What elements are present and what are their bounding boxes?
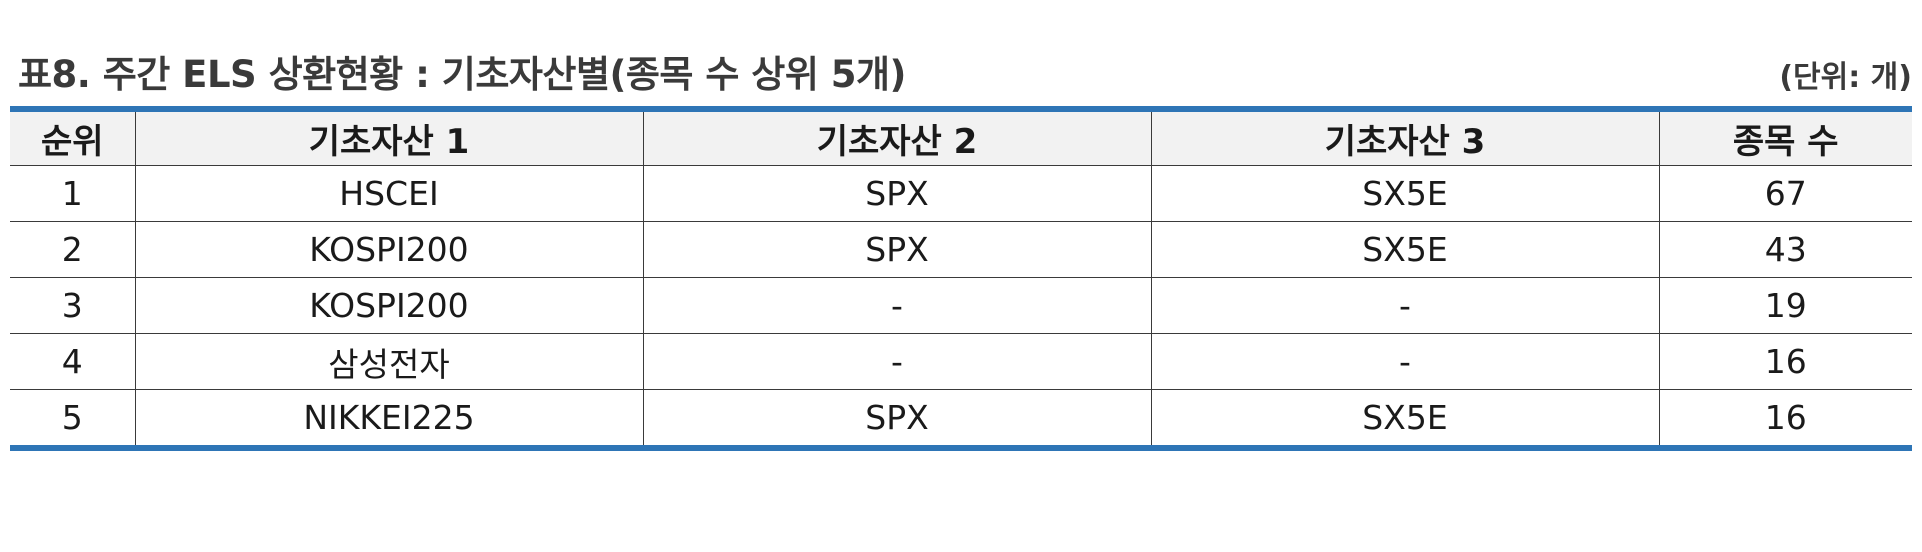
- table-row: 1 HSCEI SPX SX5E 67: [10, 165, 1912, 222]
- cell-underlying-1: 삼성전자: [134, 333, 643, 390]
- cell-underlying-1: HSCEI: [134, 165, 643, 222]
- cell-rank: 4: [10, 333, 135, 390]
- cell-underlying-2: -: [642, 333, 1151, 390]
- table-row: 3 KOSPI200 - - 19: [10, 277, 1912, 334]
- header-rank: 순위: [10, 112, 135, 166]
- cell-underlying-2: SPX: [642, 221, 1151, 278]
- table-row: 4 삼성전자 - - 16: [10, 333, 1912, 390]
- table-title: 표8. 주간 ELS 상환현황 : 기초자산별(종목 수 상위 5개): [18, 53, 906, 96]
- header-count: 종목 수: [1658, 112, 1912, 166]
- cell-underlying-2: SPX: [642, 389, 1151, 445]
- unit-label: (단위: 개): [1779, 60, 1912, 95]
- cell-count: 16: [1658, 333, 1912, 390]
- table-header-row: 순위 기초자산 1 기초자산 2 기초자산 3 종목 수: [10, 112, 1912, 166]
- cell-underlying-1: KOSPI200: [134, 277, 643, 334]
- cell-underlying-1: KOSPI200: [134, 221, 643, 278]
- header-underlying-3: 기초자산 3: [1150, 112, 1659, 166]
- cell-underlying-3: SX5E: [1150, 221, 1659, 278]
- cell-rank: 1: [10, 165, 135, 222]
- cell-underlying-3: -: [1150, 333, 1659, 390]
- cell-rank: 2: [10, 221, 135, 278]
- cell-underlying-2: -: [642, 277, 1151, 334]
- cell-rank: 5: [61, 398, 83, 437]
- cell-underlying-1: NIKKEI225: [134, 389, 643, 445]
- els-redemption-table: 순위 기초자산 1 기초자산 2 기초자산 3 종목 수 1 HSCEI SPX…: [10, 112, 1912, 445]
- cell-count: 16: [1658, 389, 1912, 445]
- table-row: 5 NIKKEI225 SPX SX5E 16: [10, 389, 1912, 445]
- header-underlying-1: 기초자산 1: [134, 112, 643, 166]
- header-underlying-2: 기초자산 2: [642, 112, 1151, 166]
- cell-underlying-2: SPX: [642, 165, 1151, 222]
- cell-count: 19: [1658, 277, 1912, 334]
- table-title-row: 표8. 주간 ELS 상환현황 : 기초자산별(종목 수 상위 5개) (단위:…: [10, 52, 1912, 102]
- cell-count: 43: [1658, 221, 1912, 278]
- table-row: 2 KOSPI200 SPX SX5E 43: [10, 221, 1912, 278]
- cell-underlying-3: SX5E: [1150, 389, 1659, 445]
- els-redemption-table-container: 순위 기초자산 1 기초자산 2 기초자산 3 종목 수 1 HSCEI SPX…: [10, 106, 1912, 451]
- cell-count: 67: [1658, 165, 1912, 222]
- cell-rank: 3: [10, 277, 135, 334]
- cell-underlying-3: -: [1150, 277, 1659, 334]
- cell-underlying-3: SX5E: [1150, 165, 1659, 222]
